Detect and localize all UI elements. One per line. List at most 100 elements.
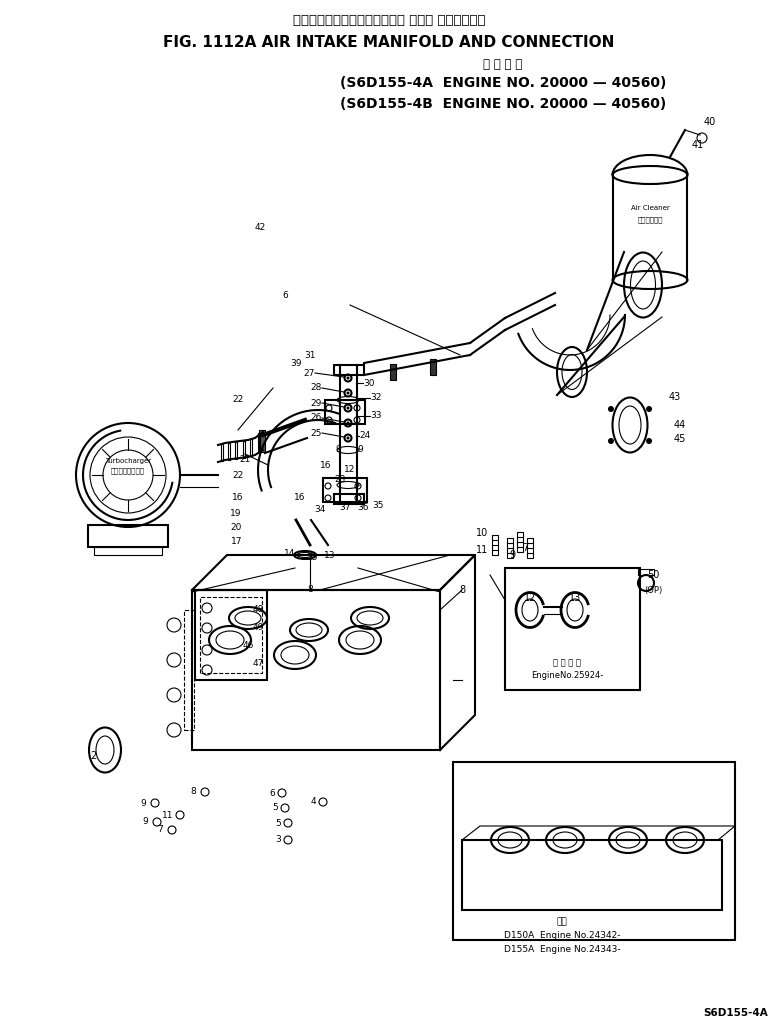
Bar <box>323 478 367 502</box>
Bar <box>505 568 640 690</box>
Text: 37: 37 <box>339 503 351 512</box>
Bar <box>195 589 267 680</box>
Bar <box>430 359 436 375</box>
Text: 49: 49 <box>252 623 264 633</box>
Circle shape <box>646 438 652 444</box>
Text: 40: 40 <box>704 117 716 127</box>
Text: 17: 17 <box>231 537 243 546</box>
Bar <box>88 525 168 547</box>
Text: 12: 12 <box>345 465 356 474</box>
Bar <box>334 365 364 375</box>
Text: 25: 25 <box>310 428 321 438</box>
Text: 23: 23 <box>335 476 345 485</box>
Text: 9: 9 <box>140 799 145 807</box>
Text: (S6D155-4A  ENGINE NO. 20000 — 40560): (S6D155-4A ENGINE NO. 20000 — 40560) <box>340 76 666 90</box>
Text: 9: 9 <box>509 550 515 560</box>
Text: 31: 31 <box>304 350 316 359</box>
Text: 13: 13 <box>324 550 336 560</box>
Text: Turbocharger: Turbocharger <box>105 458 151 464</box>
Text: 26: 26 <box>310 414 321 422</box>
Text: 39: 39 <box>290 358 302 368</box>
Text: 48: 48 <box>252 606 264 614</box>
Circle shape <box>346 377 349 380</box>
Text: 20: 20 <box>230 523 242 532</box>
Circle shape <box>346 421 349 424</box>
Circle shape <box>646 406 652 412</box>
Text: 46: 46 <box>242 641 254 649</box>
Text: 24: 24 <box>359 431 370 441</box>
Text: 42: 42 <box>254 223 265 231</box>
Text: 8: 8 <box>190 788 196 797</box>
Bar <box>453 762 735 940</box>
Text: 5: 5 <box>272 803 278 812</box>
Text: 29: 29 <box>310 398 321 408</box>
Text: 13: 13 <box>569 593 581 603</box>
Bar <box>638 569 654 575</box>
Text: 41: 41 <box>692 140 704 150</box>
Text: 適 用 号 機: 適 用 号 機 <box>553 658 581 668</box>
Text: 14: 14 <box>284 548 296 558</box>
Bar <box>390 364 396 380</box>
Text: 44: 44 <box>674 420 686 430</box>
Text: 適 用 号 機: 適 用 号 機 <box>483 58 523 71</box>
Text: 6: 6 <box>269 789 275 798</box>
Text: 21: 21 <box>240 456 251 464</box>
Circle shape <box>346 407 349 410</box>
Circle shape <box>346 391 349 394</box>
Text: 9: 9 <box>357 446 363 455</box>
Text: 11: 11 <box>476 545 488 555</box>
Text: D155A  Engine No.24343-: D155A Engine No.24343- <box>503 946 620 954</box>
Circle shape <box>608 406 614 412</box>
Bar <box>507 538 513 558</box>
Text: エアクリーナ: エアクリーナ <box>637 217 663 223</box>
Bar <box>94 547 162 555</box>
Bar <box>259 430 265 452</box>
Text: 16: 16 <box>321 460 331 469</box>
Bar <box>184 610 194 730</box>
Text: 16: 16 <box>233 494 244 502</box>
Bar <box>334 494 364 504</box>
Text: 50: 50 <box>647 570 659 580</box>
Text: 36: 36 <box>357 503 369 512</box>
Text: 8: 8 <box>307 585 313 595</box>
Text: 35: 35 <box>372 501 384 510</box>
Text: 32: 32 <box>370 393 382 403</box>
Text: 4: 4 <box>310 798 316 806</box>
Text: 19: 19 <box>230 509 242 519</box>
Bar <box>325 400 365 424</box>
Text: 22: 22 <box>233 395 244 405</box>
Circle shape <box>608 438 614 444</box>
Text: 47: 47 <box>252 658 264 668</box>
Text: (OP): (OP) <box>644 585 662 595</box>
Text: 10: 10 <box>476 528 488 538</box>
Text: 15: 15 <box>307 554 319 563</box>
Text: S6D155-4A: S6D155-4A <box>703 1007 768 1018</box>
Text: 33: 33 <box>370 412 382 420</box>
Text: 43: 43 <box>669 392 681 402</box>
Text: 27: 27 <box>303 369 314 378</box>
Bar <box>462 840 722 910</box>
Text: 22: 22 <box>233 470 244 480</box>
Text: 8: 8 <box>459 585 465 595</box>
Text: 2: 2 <box>90 751 96 761</box>
Text: 備考: 備考 <box>556 917 567 926</box>
Text: 30: 30 <box>363 379 375 387</box>
Text: 7: 7 <box>522 543 528 553</box>
Text: 12: 12 <box>524 593 536 603</box>
Circle shape <box>346 436 349 440</box>
Text: エアーインテークマニホールド および コネクション: エアーインテークマニホールド および コネクション <box>293 14 485 27</box>
Text: 9: 9 <box>335 446 341 455</box>
Text: 9: 9 <box>142 817 148 827</box>
Text: (S6D155-4B  ENGINE NO. 20000 — 40560): (S6D155-4B ENGINE NO. 20000 — 40560) <box>340 97 666 111</box>
Text: 7: 7 <box>157 826 163 835</box>
Text: 11: 11 <box>163 810 173 820</box>
Text: 45: 45 <box>674 434 686 444</box>
Bar <box>492 535 498 555</box>
Text: EngineNo.25924-: EngineNo.25924- <box>531 672 603 681</box>
Text: FIG. 1112A AIR INTAKE MANIFOLD AND CONNECTION: FIG. 1112A AIR INTAKE MANIFOLD AND CONNE… <box>163 35 615 50</box>
Bar <box>192 589 440 750</box>
Text: 34: 34 <box>314 505 326 515</box>
Bar <box>517 532 523 551</box>
Text: 16: 16 <box>294 493 306 501</box>
Text: Air Cleaner: Air Cleaner <box>631 205 669 211</box>
